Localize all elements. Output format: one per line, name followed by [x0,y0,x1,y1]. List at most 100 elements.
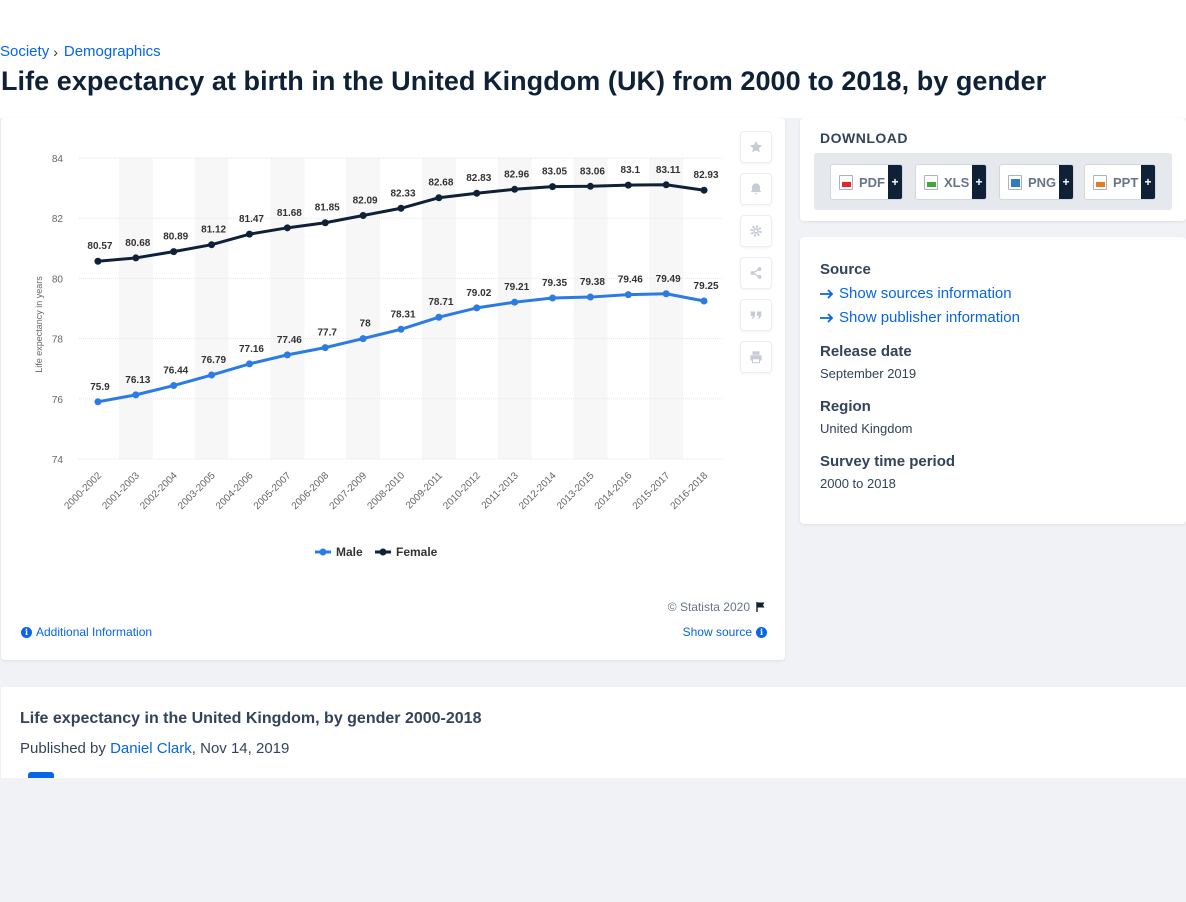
header: Society › Demographics Life expectancy a… [0,0,1186,118]
female-data-point [359,211,367,219]
plus-icon: + [972,165,986,199]
additional-information-link[interactable]: i Additional Information [21,625,152,639]
y-tick-label: 78 [52,335,64,346]
x-tick-label: 2002-2004 [138,470,180,512]
female-data-label: 81.47 [239,214,264,225]
share-icon [750,267,762,279]
male-data-point [511,298,519,306]
x-tick-label: 2015-2017 [631,470,673,512]
female-data-label: 83.05 [542,167,567,178]
download-png-label: PNG [1028,174,1057,190]
x-tick-label: 2006-2008 [290,470,332,512]
breadcrumb: Society › Demographics [0,43,161,60]
breadcrumb-society[interactable]: Society [0,43,50,60]
male-data-point [549,294,557,302]
column-band [270,158,305,459]
bell-icon [750,183,762,195]
region-value: United Kingdom [820,421,913,436]
chart-card: 74 76 78 80 82 84 Life expectancy in years 2000… [1,118,785,660]
download-ppt-button[interactable]: PPT + [1084,164,1156,200]
breadcrumb-demographics[interactable]: Demographics [63,43,161,60]
y-tick-label: 82 [52,214,64,225]
column-band [497,158,532,459]
x-tick-label: 2009-2011 [404,470,445,511]
male-data-point [208,371,216,379]
male-data-label: 75.9 [90,382,110,393]
download-bar: PDF + XLS + PNG + PPT + [814,153,1172,210]
show-sources-link[interactable]: Show sources information [820,285,1012,302]
male-data-point [94,398,102,406]
cite-button[interactable] [740,299,772,331]
female-data-label: 82.93 [694,170,719,181]
male-data-point [435,313,443,321]
share-button[interactable] [740,257,772,289]
x-tick-label: 2012-2014 [517,470,559,512]
column-band [573,158,608,459]
male-data-label: 79.35 [542,278,567,289]
female-data-label: 82.33 [390,188,415,199]
notification-button[interactable] [740,173,772,205]
male-data-label: 79.02 [466,288,491,299]
x-tick-label: 2010-2012 [441,470,483,512]
statistic-details: Source Show sources information Show pub… [800,237,1186,524]
survey-period-label: Survey time period [820,453,956,470]
x-tick-label: 2014-2016 [593,470,635,512]
arrow-right-icon [820,288,834,299]
related-statistic: Life expectancy in the United Kingdom, b… [1,687,1186,778]
author-link[interactable]: Daniel Clark [110,740,192,757]
download-png-button[interactable]: PNG + [999,164,1074,200]
female-data-point [624,181,632,189]
additional-information-label: Additional Information [36,625,153,639]
download-pdf-label: PDF [859,174,885,190]
male-data-label: 79.25 [694,281,719,292]
y-tick-label: 84 [52,154,64,165]
download-pdf-button[interactable]: PDF + [830,164,903,200]
published-prefix: Published by [20,740,106,757]
show-publisher-link[interactable]: Show publisher information [820,309,1020,326]
female-legend-marker [379,548,387,556]
column-band [346,158,381,459]
column-band [649,158,684,459]
female-data-point [700,186,708,194]
related-title[interactable]: Life expectancy in the United Kingdom, b… [20,710,482,727]
settings-button[interactable] [740,215,772,247]
published-date: , Nov 14, 2019 [191,740,290,757]
show-sources-label: Show sources information [839,285,1012,302]
y-tick-label: 76 [52,395,64,406]
x-tick-label: 2004-2006 [214,470,256,512]
male-data-label: 79.38 [580,277,605,288]
x-tick-label: 2011-2013 [480,470,521,511]
release-date-label: Release date [820,343,912,360]
y-axis-title: Life expectancy in years [34,276,44,373]
print-button[interactable] [740,341,772,373]
male-data-label: 76.13 [125,375,150,386]
download-xls-button[interactable]: XLS + [915,164,987,200]
png-icon [1008,174,1022,190]
star-icon [749,140,763,153]
male-data-point [473,304,481,312]
copyright-text: © Statista 2020 [667,600,750,614]
arrow-right-icon [820,312,834,323]
male-data-label: 77.16 [239,344,264,355]
show-source-link[interactable]: Show source i [683,625,767,639]
plus-icon: + [1059,165,1073,199]
info-icon: i [21,626,32,638]
source-label: Source [820,261,871,278]
published-by: Published by Daniel Clark, Nov 14, 2019 [20,740,289,757]
male-data-label: 77.7 [318,328,338,339]
column-band [421,158,456,459]
show-publisher-label: Show publisher information [839,309,1020,326]
quote-icon [750,311,762,319]
male-data-label: 77.46 [277,335,302,346]
male-data-label: 76.79 [201,355,226,366]
female-data-label: 82.83 [466,173,491,184]
download-title: DOWNLOAD [820,130,908,146]
favorite-button[interactable] [740,131,772,163]
copyright[interactable]: © Statista 2020 [668,600,767,614]
show-source-label: Show source [682,625,752,639]
female-data-label: 82.68 [428,178,453,189]
male-data-label: 78 [360,319,372,330]
male-data-point [132,391,140,399]
x-tick-label: 2013-2015 [555,470,597,512]
male-data-label: 79.49 [656,274,681,285]
